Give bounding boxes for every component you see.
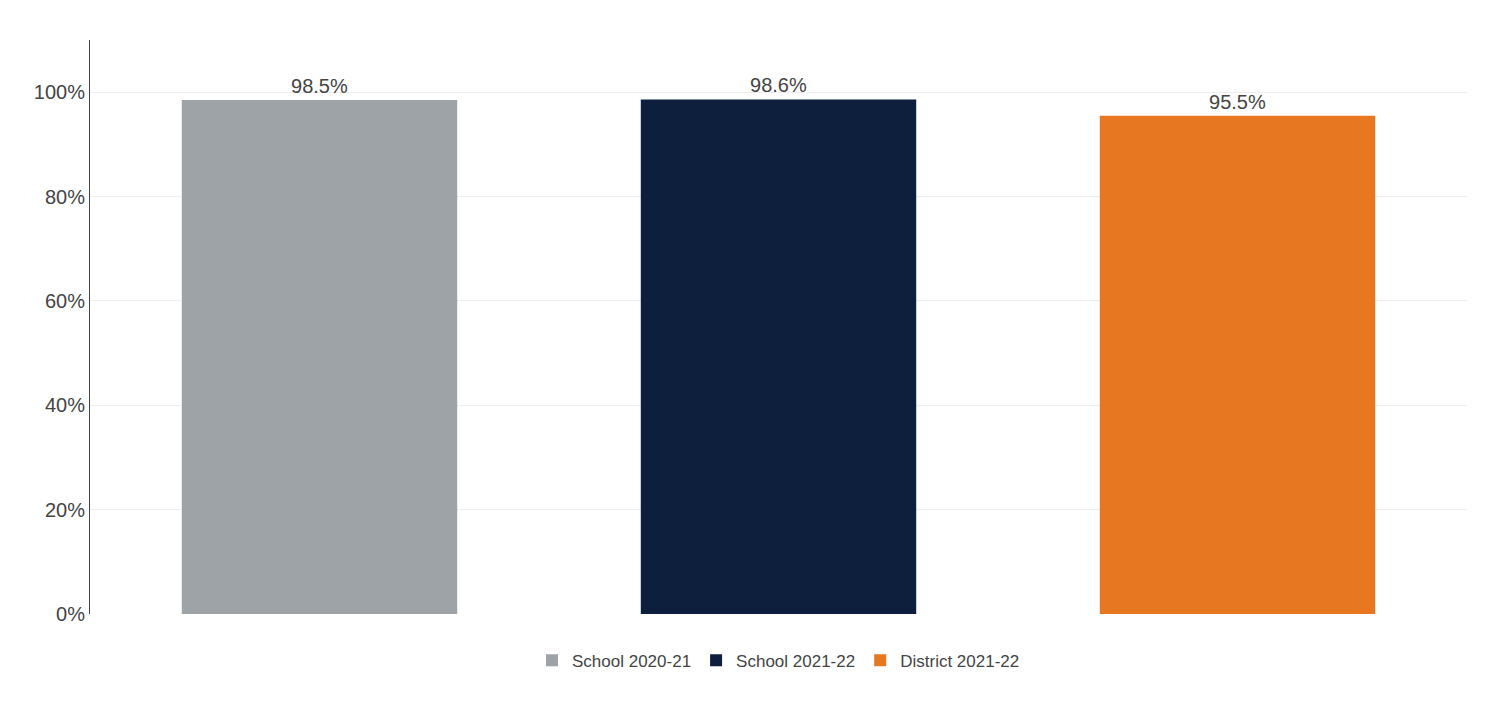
svg-text:98.6%: 98.6% (750, 74, 807, 96)
svg-text:100%: 100% (34, 81, 85, 103)
svg-text:80%: 80% (45, 186, 85, 208)
svg-text:60%: 60% (45, 290, 85, 312)
svg-text:95.5%: 95.5% (1209, 91, 1266, 113)
svg-text:20%: 20% (45, 499, 85, 521)
svg-text:School 2020-21: School 2020-21 (572, 652, 691, 671)
svg-text:School 2021-22: School 2021-22 (736, 652, 855, 671)
svg-text:District 2021-22: District 2021-22 (900, 652, 1019, 671)
svg-text:98.5%: 98.5% (291, 75, 348, 97)
svg-text:40%: 40% (45, 394, 85, 416)
svg-text:0%: 0% (56, 603, 85, 625)
